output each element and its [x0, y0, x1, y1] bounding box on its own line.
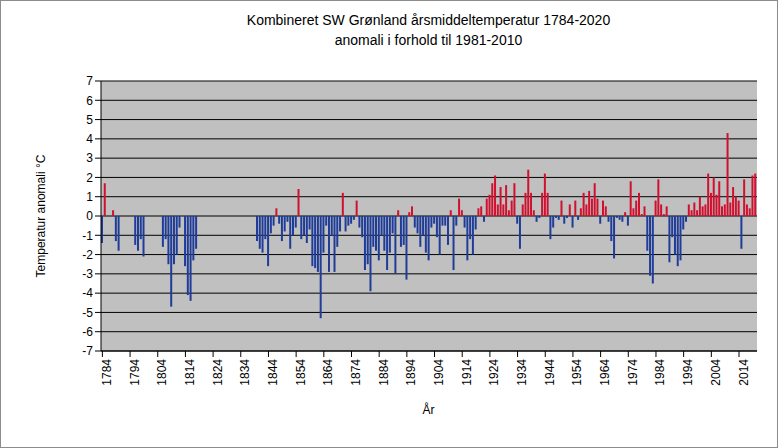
svg-text:1844: 1844	[266, 359, 280, 386]
svg-text:-4: -4	[82, 286, 93, 300]
svg-text:2004: 2004	[709, 359, 723, 386]
svg-text:4: 4	[86, 132, 93, 146]
svg-text:1994: 1994	[681, 359, 695, 386]
html-text:anomali i forhold til 1981-201: anomali i forhold til 1981-2010	[334, 32, 523, 48]
svg-text:1814: 1814	[183, 359, 197, 386]
svg-text:1904: 1904	[432, 359, 446, 386]
svg-text:1874: 1874	[349, 359, 363, 386]
svg-text:-7: -7	[82, 344, 93, 358]
svg-text:1804: 1804	[155, 359, 169, 386]
svg-text:1894: 1894	[404, 359, 418, 386]
svg-text:1914: 1914	[460, 359, 474, 386]
svg-text:-5: -5	[82, 306, 93, 320]
svg-text:-1: -1	[82, 229, 93, 243]
svg-text:3: 3	[86, 151, 93, 165]
svg-text:1984: 1984	[653, 359, 667, 386]
svg-text:1934: 1934	[515, 359, 529, 386]
svg-text:7: 7	[86, 74, 93, 88]
html-text:Temperatur anomali °C: Temperatur anomali °C	[34, 154, 48, 278]
svg-text:1784: 1784	[100, 359, 114, 386]
svg-text:1: 1	[86, 190, 93, 204]
svg-text:1794: 1794	[128, 359, 142, 386]
svg-text:1824: 1824	[211, 359, 225, 386]
svg-text:1954: 1954	[570, 359, 584, 386]
svg-text:1864: 1864	[321, 359, 335, 386]
svg-text:1974: 1974	[626, 359, 640, 386]
svg-text:-6: -6	[82, 325, 93, 339]
svg-text:-3: -3	[82, 267, 93, 281]
svg-text:1854: 1854	[294, 359, 308, 386]
svg-text:2014: 2014	[737, 359, 751, 386]
svg-text:1964: 1964	[598, 359, 612, 386]
svg-text:-2: -2	[82, 248, 93, 262]
svg-text:1924: 1924	[487, 359, 501, 386]
svg-text:1884: 1884	[377, 359, 391, 386]
svg-text:6: 6	[86, 94, 93, 108]
html-text:År: År	[422, 403, 435, 417]
svg-text:1944: 1944	[543, 359, 557, 386]
html-text:Kombineret SW Grønland årsmidd: Kombineret SW Grønland årsmiddeltemperat…	[246, 12, 611, 28]
svg-text:1834: 1834	[238, 359, 252, 386]
svg-text:0: 0	[86, 209, 93, 223]
svg-text:2: 2	[86, 171, 93, 185]
svg-text:5: 5	[86, 113, 93, 127]
